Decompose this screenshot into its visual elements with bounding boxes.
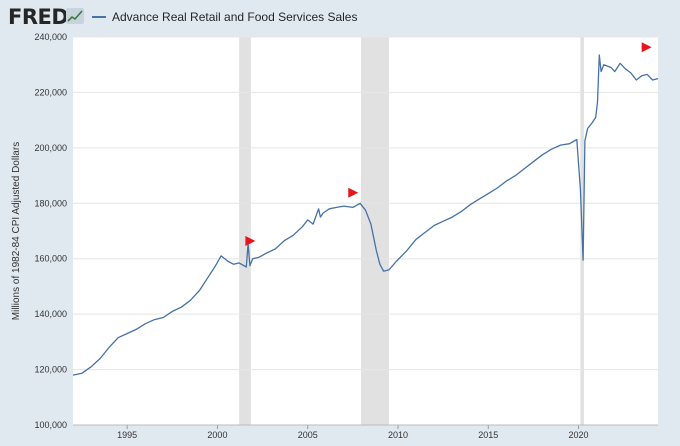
x-tick-label: 2005 xyxy=(298,430,318,440)
fred-logo[interactable]: FRED xyxy=(8,5,69,29)
y-tick-label: 240,000 xyxy=(34,32,67,42)
y-tick-label: 180,000 xyxy=(34,198,67,208)
arrow-head xyxy=(348,187,359,198)
y-tick-label: 160,000 xyxy=(34,254,67,264)
y-axis-label: Millions of 1982-84 CPI Adjusted Dollars xyxy=(11,142,22,320)
series-line[interactable] xyxy=(72,54,659,376)
recession-band-1 xyxy=(239,37,251,425)
red-arrow-annotation-1 xyxy=(245,235,256,246)
red-arrow-annotation-2 xyxy=(348,187,359,198)
y-tick-label: 200,000 xyxy=(34,143,67,153)
y-tick-label: 120,000 xyxy=(34,365,67,375)
y-tick-label: 220,000 xyxy=(34,87,67,97)
recession-band-2 xyxy=(360,37,389,425)
x-tick-label: 2020 xyxy=(569,430,589,440)
fred-graph-icon xyxy=(66,8,84,24)
legend-line-swatch xyxy=(92,16,106,18)
arrow-head xyxy=(245,235,256,246)
x-tick-label: 1995 xyxy=(117,430,137,440)
chart-legend: Advance Real Retail and Food Services Sa… xyxy=(92,10,357,24)
legend-label: Advance Real Retail and Food Services Sa… xyxy=(112,10,358,24)
red-arrow-annotation-3 xyxy=(641,42,652,53)
y-tick-label: 140,000 xyxy=(34,309,67,319)
x-tick-label: 2000 xyxy=(207,430,227,440)
arrow-head xyxy=(641,42,652,53)
y-tick-label: 100,000 xyxy=(34,420,67,430)
x-tick-label: 2015 xyxy=(478,430,498,440)
x-tick-label: 2010 xyxy=(388,430,408,440)
